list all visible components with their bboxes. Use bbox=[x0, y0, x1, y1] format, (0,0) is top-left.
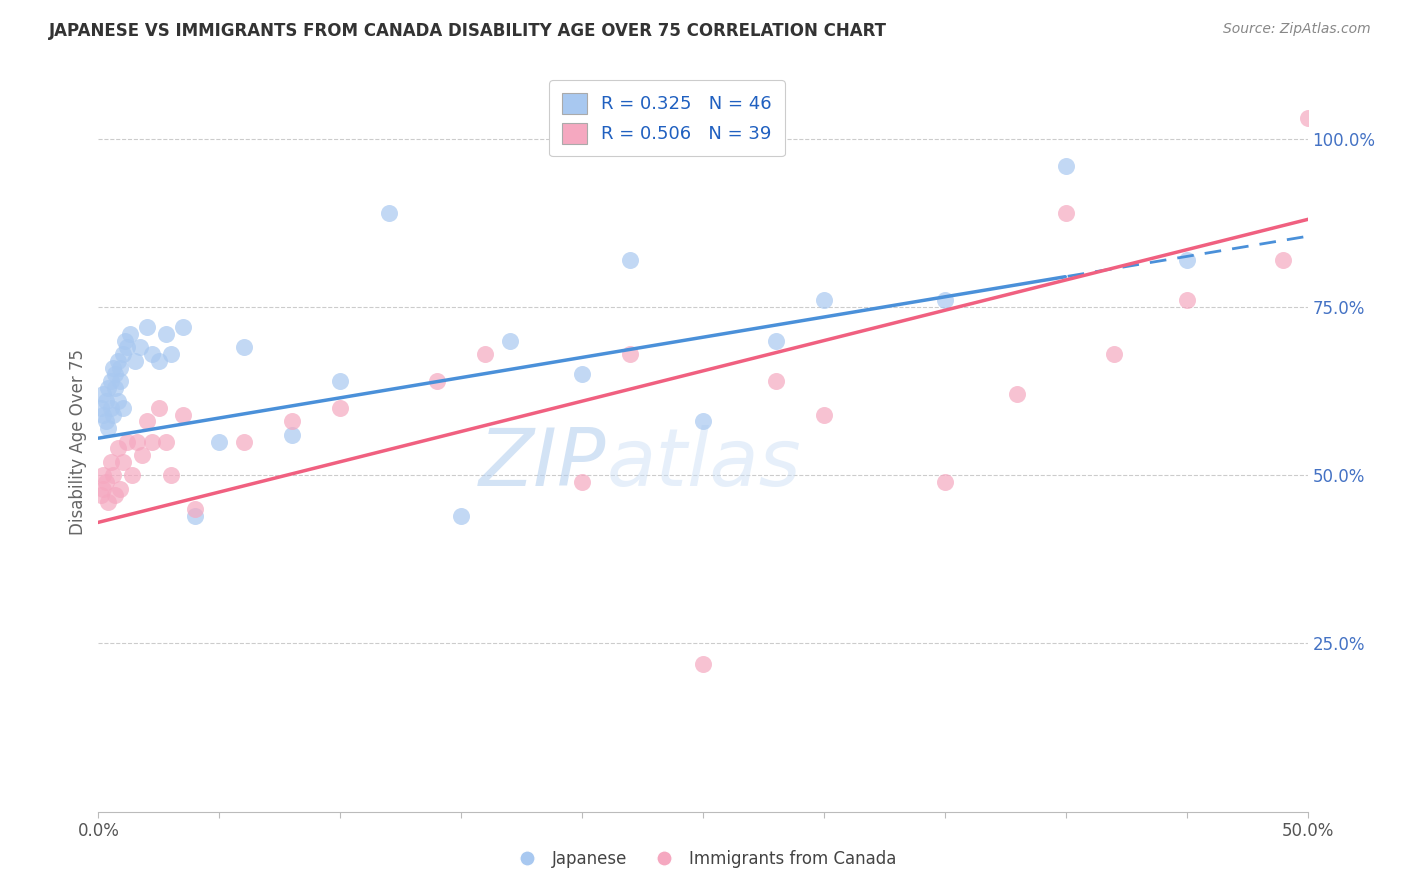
Point bbox=[97, 495, 120, 509]
Point bbox=[281, 414, 304, 428]
Point bbox=[108, 360, 131, 375]
Point bbox=[329, 374, 352, 388]
Point bbox=[571, 475, 593, 489]
Point bbox=[107, 394, 129, 409]
Point bbox=[101, 408, 124, 422]
Point bbox=[108, 374, 131, 388]
Text: ZIP: ZIP bbox=[479, 425, 606, 503]
Text: atlas: atlas bbox=[606, 425, 801, 503]
Point bbox=[692, 657, 714, 671]
Legend: Japanese, Immigrants from Canada: Japanese, Immigrants from Canada bbox=[503, 844, 903, 875]
Point bbox=[148, 401, 170, 415]
Point bbox=[100, 374, 122, 388]
Point bbox=[94, 414, 117, 428]
Point bbox=[934, 293, 956, 308]
Point bbox=[94, 394, 117, 409]
Point bbox=[813, 408, 835, 422]
Point bbox=[450, 508, 472, 523]
Point bbox=[104, 368, 127, 382]
Point bbox=[1102, 347, 1125, 361]
Point bbox=[377, 205, 399, 219]
Text: JAPANESE VS IMMIGRANTS FROM CANADA DISABILITY AGE OVER 75 CORRELATION CHART: JAPANESE VS IMMIGRANTS FROM CANADA DISAB… bbox=[49, 22, 887, 40]
Point bbox=[1272, 252, 1295, 267]
Point bbox=[184, 501, 207, 516]
Point bbox=[91, 468, 114, 483]
Point bbox=[135, 414, 157, 428]
Point bbox=[619, 347, 641, 361]
Point bbox=[111, 401, 134, 415]
Point bbox=[117, 340, 139, 354]
Point bbox=[498, 334, 520, 348]
Text: Source: ZipAtlas.com: Source: ZipAtlas.com bbox=[1223, 22, 1371, 37]
Point bbox=[100, 401, 122, 415]
Point bbox=[91, 387, 114, 401]
Point bbox=[97, 381, 120, 395]
Point bbox=[765, 374, 787, 388]
Point bbox=[100, 455, 122, 469]
Point bbox=[474, 347, 496, 361]
Point bbox=[232, 340, 254, 354]
Point bbox=[114, 334, 136, 348]
Point bbox=[124, 353, 146, 368]
Point bbox=[135, 320, 157, 334]
Point bbox=[107, 353, 129, 368]
Point bbox=[426, 374, 449, 388]
Point bbox=[1175, 293, 1198, 308]
Point bbox=[101, 360, 124, 375]
Point bbox=[619, 252, 641, 267]
Point bbox=[111, 455, 134, 469]
Point bbox=[107, 442, 129, 456]
Point bbox=[329, 401, 352, 415]
Point bbox=[172, 320, 194, 334]
Point bbox=[184, 508, 207, 523]
Point bbox=[90, 401, 112, 415]
Point bbox=[128, 340, 150, 354]
Point bbox=[813, 293, 835, 308]
Point bbox=[281, 427, 304, 442]
Point bbox=[765, 334, 787, 348]
Point bbox=[104, 488, 127, 502]
Point bbox=[1296, 112, 1319, 126]
Point bbox=[172, 408, 194, 422]
Point bbox=[118, 326, 141, 341]
Point bbox=[232, 434, 254, 449]
Point bbox=[1175, 252, 1198, 267]
Point bbox=[101, 468, 124, 483]
Point bbox=[97, 421, 120, 435]
Point bbox=[108, 482, 131, 496]
Point bbox=[90, 488, 112, 502]
Point bbox=[121, 468, 143, 483]
Legend: R = 0.325   N = 46, R = 0.506   N = 39: R = 0.325 N = 46, R = 0.506 N = 39 bbox=[548, 80, 785, 156]
Point bbox=[141, 347, 163, 361]
Point bbox=[160, 468, 183, 483]
Point bbox=[94, 475, 117, 489]
Point bbox=[131, 448, 153, 462]
Point bbox=[1007, 387, 1029, 401]
Point bbox=[155, 434, 177, 449]
Point bbox=[91, 408, 114, 422]
Point bbox=[111, 347, 134, 361]
Point bbox=[160, 347, 183, 361]
Point bbox=[141, 434, 163, 449]
Point bbox=[117, 434, 139, 449]
Point bbox=[1054, 205, 1077, 219]
Point bbox=[692, 414, 714, 428]
Point bbox=[148, 353, 170, 368]
Point bbox=[1054, 159, 1077, 173]
Point bbox=[934, 475, 956, 489]
Point bbox=[571, 368, 593, 382]
Point bbox=[104, 381, 127, 395]
Y-axis label: Disability Age Over 75: Disability Age Over 75 bbox=[69, 349, 87, 534]
Point bbox=[208, 434, 231, 449]
Point bbox=[155, 326, 177, 341]
Point bbox=[127, 434, 149, 449]
Point bbox=[91, 482, 114, 496]
